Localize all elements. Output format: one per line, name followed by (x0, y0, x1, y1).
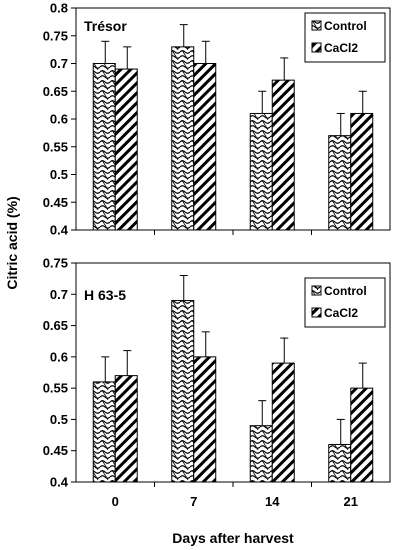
y-tick-label: 0.55 (43, 381, 68, 396)
legend-label-cacl2: CaCl2 (324, 306, 358, 320)
x-tick-label: 21 (344, 494, 358, 509)
y-tick-label: 0.4 (50, 223, 69, 238)
bar-cacl2-day-7 (193, 63, 217, 231)
bar-cacl2-day-7 (193, 356, 217, 483)
bar-cacl2-day-0 (114, 375, 138, 483)
y-tick-label: 0.8 (50, 1, 68, 16)
legend-swatch-cacl2 (311, 42, 322, 53)
bar-control-day-21 (328, 443, 352, 483)
y-axis-title: Citric acid (%) (4, 196, 20, 289)
y-tick-label: 0.7 (50, 287, 68, 302)
x-tick-label: 0 (112, 494, 119, 509)
y-tick-label: 0.5 (50, 167, 68, 182)
legend-label-cacl2: CaCl2 (324, 41, 358, 55)
panel-h63-5: H 63-5 0.4 0.45 0.5 0.55 0.6 0.65 0.7 0.75 Cont… (43, 256, 391, 490)
y-tick-label: 0.45 (43, 195, 68, 210)
y-tick-label: 0.65 (43, 318, 68, 333)
x-tick-label: 14 (265, 494, 280, 509)
y-tick-label: 0.6 (50, 112, 68, 127)
bar-cacl2-day-14 (271, 362, 295, 483)
legend-label-control: Control (324, 19, 367, 33)
bar-control-day-21 (328, 135, 352, 231)
y-tick-label: 0.45 (43, 443, 68, 458)
y-tick-label: 0.75 (43, 28, 68, 43)
bar-control-day-0 (92, 381, 116, 483)
y-tick-label: 0.5 (50, 412, 68, 427)
bar-control-day-7 (171, 46, 195, 231)
y-ticks: 0.4 0.45 0.5 0.55 0.6 0.65 0.7 0.75 0.8 (43, 1, 312, 238)
legend-swatch-control (311, 285, 322, 296)
bar-cacl2-day-21 (350, 112, 374, 231)
bar-cacl2-day-21 (350, 387, 374, 483)
bars (92, 275, 374, 483)
bar-control-day-0 (92, 63, 116, 231)
panel-tresor: Trésor 0.4 0.45 0.5 0.55 0.6 0.65 0.7 0.75 0.8 C… (43, 1, 391, 238)
y-tick-label: 0.65 (43, 84, 68, 99)
bar-cacl2-day-0 (114, 68, 138, 231)
panel-label: H 63-5 (84, 287, 126, 303)
bar-control-day-14 (249, 425, 273, 483)
panel-label: Trésor (84, 18, 127, 34)
legend: Control CaCl2 (304, 277, 386, 328)
y-tick-label: 0.6 (50, 349, 68, 364)
y-tick-label: 0.7 (50, 56, 68, 71)
y-tick-label: 0.55 (43, 139, 68, 154)
legend-swatch-control (311, 20, 322, 31)
legend: Control CaCl2 (304, 12, 386, 63)
y-ticks: 0.4 0.45 0.5 0.55 0.6 0.65 0.7 0.75 (43, 256, 312, 490)
y-tick-label: 0.4 (50, 475, 69, 490)
legend-swatch-cacl2 (311, 307, 322, 318)
legend-label-control: Control (324, 284, 367, 298)
x-axis-title: Days after harvest (172, 530, 294, 546)
y-tick-label: 0.75 (43, 256, 68, 271)
x-ticks: 0 7 14 21 (112, 494, 358, 509)
bars (92, 24, 374, 231)
bar-control-day-14 (249, 112, 273, 231)
bar-control-day-7 (171, 300, 195, 483)
bar-cacl2-day-14 (271, 79, 295, 231)
x-tick-label: 7 (190, 494, 197, 509)
